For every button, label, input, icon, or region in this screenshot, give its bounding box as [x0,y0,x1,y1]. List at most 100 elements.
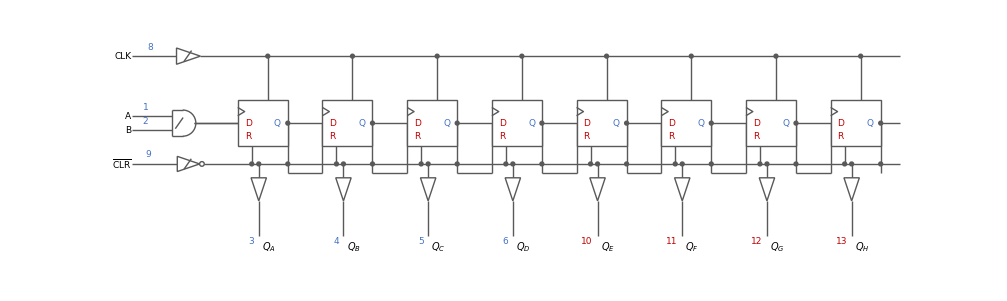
Polygon shape [176,48,200,64]
Text: Q: Q [698,119,705,128]
Text: D: D [329,119,336,128]
Circle shape [774,54,777,58]
Circle shape [850,162,854,166]
Circle shape [426,162,430,166]
Text: 11: 11 [667,237,678,246]
Circle shape [758,162,762,166]
Text: 6: 6 [502,237,509,246]
Polygon shape [844,178,859,201]
Text: $Q_{A}$: $Q_{A}$ [262,240,276,254]
Circle shape [286,121,290,125]
Text: $\overline{\rm CLR}$: $\overline{\rm CLR}$ [112,157,132,171]
Polygon shape [421,178,436,201]
Bar [407,100,457,146]
Polygon shape [177,156,199,172]
Polygon shape [675,178,690,201]
Text: 12: 12 [751,237,762,246]
Text: R: R [669,132,675,141]
Text: B: B [125,126,132,135]
Bar [491,100,542,146]
Circle shape [455,121,459,125]
Circle shape [371,162,375,166]
Circle shape [879,121,882,125]
Circle shape [540,162,544,166]
Bar [322,100,373,146]
Text: R: R [583,132,590,141]
Bar [746,100,796,146]
Circle shape [250,162,254,166]
Text: D: D [498,119,506,128]
Bar [831,100,881,146]
Text: 8: 8 [147,42,153,51]
Text: D: D [583,119,590,128]
Polygon shape [506,178,521,201]
Text: $Q_{F}$: $Q_{F}$ [686,240,699,254]
Circle shape [589,162,592,166]
Text: D: D [245,119,252,128]
Text: D: D [753,119,759,128]
Text: 3: 3 [249,237,254,246]
Text: R: R [329,132,335,141]
Circle shape [795,162,798,166]
Circle shape [540,121,544,125]
Text: Q: Q [358,119,366,128]
Circle shape [520,54,524,58]
Text: R: R [838,132,844,141]
Circle shape [709,162,713,166]
Text: R: R [245,132,251,141]
Text: 5: 5 [418,237,424,246]
Circle shape [341,162,345,166]
Circle shape [624,121,628,125]
Text: Q: Q [528,119,535,128]
Polygon shape [590,178,605,201]
Circle shape [511,162,515,166]
Text: 4: 4 [333,237,338,246]
Circle shape [286,162,290,166]
Text: Q: Q [782,119,789,128]
Circle shape [455,162,459,166]
Circle shape [504,162,508,166]
Text: Q: Q [274,119,281,128]
Circle shape [879,162,882,166]
Text: Q: Q [867,119,874,128]
Text: 2: 2 [143,117,148,126]
Text: $Q_{B}$: $Q_{B}$ [346,240,361,254]
Circle shape [624,162,628,166]
Text: 13: 13 [836,237,847,246]
Text: R: R [414,132,420,141]
Text: $Q_{D}$: $Q_{D}$ [516,240,531,254]
Circle shape [859,54,863,58]
Text: 1: 1 [142,103,148,112]
Bar [238,100,288,146]
Text: $Q_{G}$: $Q_{G}$ [770,240,784,254]
Text: Q: Q [612,119,619,128]
Circle shape [435,54,439,58]
Text: $Q_{H}$: $Q_{H}$ [855,240,869,254]
Polygon shape [251,178,267,201]
Text: D: D [838,119,845,128]
Circle shape [843,162,847,166]
Circle shape [266,54,270,58]
Circle shape [709,121,713,125]
Circle shape [595,162,599,166]
Circle shape [681,162,684,166]
Text: CLK: CLK [115,52,132,61]
Circle shape [334,162,338,166]
Circle shape [350,54,354,58]
Text: A: A [125,112,132,121]
Text: D: D [669,119,675,128]
Text: R: R [498,132,506,141]
Polygon shape [759,178,774,201]
Bar [577,100,626,146]
Text: 10: 10 [581,237,593,246]
Circle shape [795,121,798,125]
Circle shape [690,54,693,58]
Circle shape [674,162,677,166]
Bar [662,100,711,146]
Circle shape [604,54,608,58]
Text: D: D [414,119,421,128]
Text: R: R [753,132,759,141]
Circle shape [419,162,423,166]
Text: $Q_{E}$: $Q_{E}$ [600,240,614,254]
Text: $Q_{C}$: $Q_{C}$ [431,240,445,254]
